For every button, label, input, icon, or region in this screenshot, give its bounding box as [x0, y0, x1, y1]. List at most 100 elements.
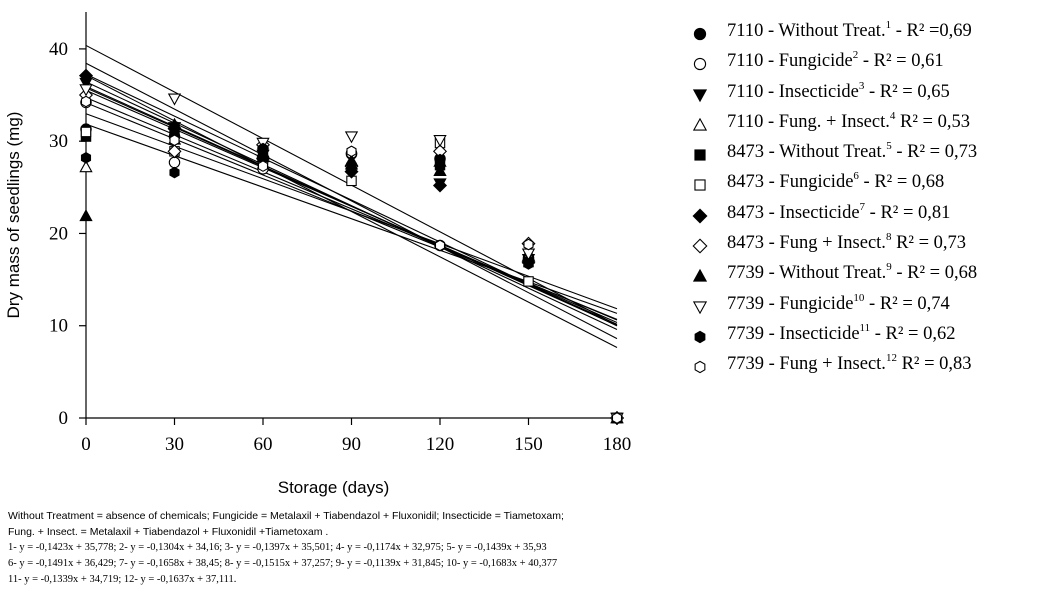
data-points — [78, 68, 625, 426]
legend-series-name: 8473 - Without Treat. — [727, 142, 887, 163]
legend-marker-icon — [694, 179, 706, 192]
data-point — [433, 135, 447, 148]
legend-label: 7110 - Insecticide3 - R² = 0,65 — [727, 80, 950, 103]
legend-footnote-number: 8 — [885, 231, 892, 244]
legend-footnote-number: 2 — [852, 49, 859, 62]
legend-series-name: 7739 - Insecticide — [727, 323, 860, 344]
y-tick-label: 40 — [49, 39, 68, 60]
legend-footnote-number: 11 — [859, 321, 871, 334]
regression-line-11 — [85, 97, 618, 321]
legend-label: 8473 - Fungicide6 - R² = 0,68 — [727, 170, 945, 193]
legend-label: 8473 - Fung + Insect.8 R² = 0,73 — [727, 231, 967, 254]
x-tick-label: 60 — [254, 434, 273, 455]
legend-marker-icon — [693, 27, 707, 41]
x-axis-title: Storage (days) — [278, 478, 390, 497]
data-point — [433, 163, 447, 176]
footnotes: Without Treatment = absence of chemicals… — [8, 508, 1008, 588]
legend-label: 7739 - Insecticide11 - R² = 0,62 — [727, 321, 956, 345]
legend-footnote-number: 10 — [853, 291, 865, 304]
legend-label: 8473 - Insecticide7 - R² = 0,81 — [727, 200, 951, 224]
legend-series-name: 7110 - Fungicide — [727, 51, 853, 72]
data-point — [167, 117, 182, 130]
legend-series-name: 7739 - Without Treat. — [727, 263, 887, 284]
data-point — [611, 412, 623, 424]
legend-label: 7110 - Fung. + Insect.4 R² = 0,53 — [727, 109, 970, 133]
legend-marker-icon — [692, 238, 708, 254]
x-tick-label: 180 — [603, 434, 632, 455]
legend-footnote-number: 5 — [886, 140, 892, 153]
data-point — [346, 145, 357, 158]
legend-footnote-number: 4 — [889, 109, 896, 122]
footnote-definitions: Without Treatment = absence of chemicals… — [8, 510, 564, 522]
y-tick-label: 20 — [49, 223, 68, 244]
data-point — [80, 126, 92, 138]
legend-label: 7739 - Fungicide10 - R² = 0,74 — [727, 291, 950, 315]
legend-marker-icon — [692, 117, 708, 131]
footnote-equations-3: 11- y = -0,1339x + 34,719; 12- y = -0,16… — [8, 574, 237, 585]
regression-line-8 — [85, 73, 618, 327]
legend-footnote-number: 12 — [885, 352, 897, 365]
legend-series-name: 8473 - Fungicide — [727, 172, 854, 193]
data-point — [257, 160, 269, 172]
legend-r-squared: - R² = 0,81 — [865, 202, 951, 223]
data-point — [523, 258, 534, 270]
data-point — [167, 93, 182, 106]
regression-line-6 — [85, 81, 618, 330]
legend-marker-icon — [694, 361, 706, 374]
legend-marker-icon — [693, 58, 707, 71]
legend-r-squared: R² = 0,83 — [896, 354, 972, 375]
legend-label: 7110 - Fungicide2 - R² = 0,61 — [727, 49, 944, 72]
legend-footnote-number: 6 — [853, 170, 859, 183]
y-tick-label: 30 — [49, 131, 68, 152]
footnote-equations-1: 1- y = -0,1423x + 35,778; 2- y = -0,1304… — [8, 542, 547, 553]
data-point — [167, 144, 182, 159]
data-point — [434, 239, 446, 252]
data-point — [79, 160, 93, 173]
legend-series-name: 7739 - Fung + Insect. — [727, 354, 886, 375]
legend-r-squared: - R² = 0,73 — [891, 142, 978, 163]
legend-marker-icon — [692, 208, 708, 224]
data-point — [79, 209, 93, 222]
footnote-equations-2: 6- y = -0,1491x + 36,429; 7- y = -0,1658… — [8, 558, 558, 569]
legend-r-squared: R² = 0,53 — [895, 111, 970, 132]
footnote-definitions-2: Fung. + Insect. = Metalaxil + Tiabendazo… — [8, 526, 329, 538]
legend-marker-icon — [692, 89, 708, 102]
data-point — [80, 95, 92, 108]
legend-marker-icon — [694, 149, 706, 161]
legend-series-name: 7739 - Fungicide — [727, 293, 854, 314]
data-point — [169, 166, 180, 179]
legend-r-squared: - R² = 0,74 — [864, 293, 950, 314]
data-point — [523, 238, 534, 251]
legend-label: 7739 - Fung + Insect.12 R² = 0,83 — [727, 352, 972, 375]
legend-marker-icon — [694, 330, 706, 344]
data-point — [257, 142, 269, 155]
x-tick-label: 90 — [342, 434, 361, 455]
legend-marker-icon — [692, 269, 708, 282]
legend-r-squared: - R² =0,69 — [891, 21, 972, 41]
legend-series-name: 7110 - Insecticide — [727, 81, 859, 102]
data-point — [169, 134, 180, 147]
legend-r-squared: R² = 0,73 — [891, 233, 967, 254]
legend-marker-icon — [692, 301, 708, 314]
data-point — [344, 131, 359, 144]
data-point — [78, 68, 94, 83]
legend-label: 7739 - Without Treat.9 - R² = 0,68 — [727, 261, 978, 284]
legend-series-name: 8473 - Fung + Insect. — [727, 233, 886, 254]
legend-r-squared: - R² = 0,65 — [864, 81, 950, 102]
legend-footnote-number: 1 — [885, 19, 892, 31]
data-point — [79, 84, 93, 97]
legend-series-name: 7110 - Fung. + Insect. — [727, 111, 890, 132]
legend-label: 7110 - Without Treat.1 - R² =0,69 — [727, 19, 972, 42]
regression-lines — [85, 44, 618, 348]
y-tick-label: 10 — [49, 316, 68, 337]
legend-footnote-number: 9 — [886, 261, 892, 274]
legend-footnote-number: 7 — [859, 200, 866, 213]
data-point — [168, 156, 181, 169]
regression-line-7 — [85, 62, 618, 340]
legend-series-name: 8473 - Insecticide — [727, 202, 860, 223]
legend-r-squared: - R² = 0,68 — [891, 263, 978, 284]
legend-r-squared: - R² = 0,68 — [858, 172, 945, 193]
legend-r-squared: - R² = 0,61 — [858, 51, 944, 72]
y-axis-title: Dry mass of seedlings (mg) — [4, 112, 23, 319]
